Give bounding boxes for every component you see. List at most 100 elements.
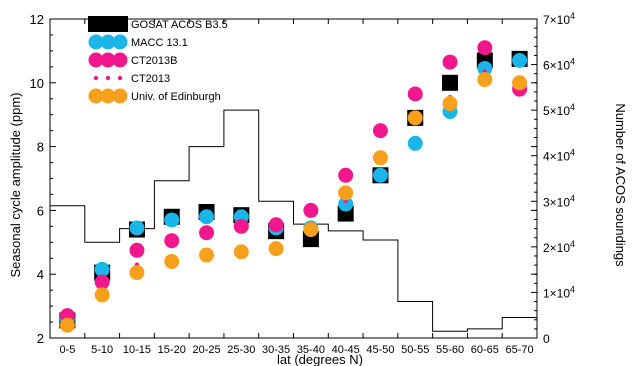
legend-item-ct2013b: CT2013B xyxy=(88,52,177,68)
data-point xyxy=(477,72,493,88)
y2-tick-label: 0 xyxy=(543,332,550,346)
y-tick-label: 8 xyxy=(37,140,44,155)
y2-tick-label: 5×104 xyxy=(543,102,575,118)
data-point xyxy=(164,233,180,249)
data-point xyxy=(199,247,215,263)
legend-item-univ-of-edinburgh: Univ. of Edinburgh xyxy=(88,88,221,104)
series-ct2013b xyxy=(59,40,528,324)
x-tick-label: 10-15 xyxy=(123,344,151,356)
y2-tick-label: 2×104 xyxy=(543,239,575,255)
axes: 2 4 6 8 10 12 0 1×104 2×104 3×104 4×104 5×104 6×104 7… xyxy=(30,11,576,356)
data-point xyxy=(129,265,145,281)
series-univ-of-edinburgh xyxy=(59,72,528,333)
data-point xyxy=(129,242,145,258)
legend-label: GOSAT ACOS B3.5 xyxy=(131,19,228,31)
legend-label: CT2013 xyxy=(131,73,170,85)
legend-label: CT2013B xyxy=(131,55,177,67)
data-point xyxy=(372,123,388,139)
y-tick-label: 6 xyxy=(37,203,44,218)
legend-label: Univ. of Edinburgh xyxy=(131,91,221,103)
data-point xyxy=(512,75,528,91)
x-tick-label: 40-45 xyxy=(332,344,360,356)
legend-marker xyxy=(88,88,104,104)
data-point xyxy=(303,202,319,218)
x-tick-label: 15-20 xyxy=(158,344,186,356)
y-axis-label: Seasonal cycle amplitude (ppm) xyxy=(8,93,23,278)
data-point xyxy=(442,74,459,91)
y-tick-label: 4 xyxy=(37,267,44,282)
data-point xyxy=(233,218,249,234)
legend-marker xyxy=(105,75,111,81)
x-tick-label: 65-70 xyxy=(506,344,534,356)
data-point xyxy=(372,150,388,166)
data-point xyxy=(303,222,319,238)
legend-marker xyxy=(88,52,104,68)
data-point xyxy=(512,52,528,68)
legend-item-macc-13-1: MACC 13.1 xyxy=(88,34,188,50)
legend-item-gosat-acos-b3-5: GOSAT ACOS B3.5 xyxy=(88,16,228,32)
data-point xyxy=(338,167,354,183)
legend-marker xyxy=(112,34,128,50)
data-point xyxy=(338,185,354,201)
data-point xyxy=(407,110,423,126)
data-point xyxy=(94,261,110,277)
legend-item-ct2013: CT2013 xyxy=(93,73,170,85)
y2-axis-label: Number of ACOS soundings xyxy=(613,103,628,267)
data-point xyxy=(199,209,215,225)
x-tick-label: 45-50 xyxy=(366,344,394,356)
data-point xyxy=(407,86,423,102)
data-point xyxy=(477,60,493,76)
data-point xyxy=(94,287,110,303)
y2-tick-label: 1×104 xyxy=(543,284,575,300)
data-point xyxy=(164,212,180,228)
x-tick-label: 50-55 xyxy=(401,344,429,356)
legend-marker xyxy=(88,34,104,50)
x-tick-label: 35-40 xyxy=(297,344,325,356)
y-tick-label: 10 xyxy=(30,76,44,91)
data-point xyxy=(129,220,145,236)
legend: GOSAT ACOS B3.5 MACC 13.1 CT2013B CT2013 Uni… xyxy=(88,16,228,104)
y2-tick-label: 6×104 xyxy=(543,57,575,73)
data-point xyxy=(477,40,493,56)
data-points xyxy=(59,40,528,333)
soundings-histogram xyxy=(50,109,537,332)
series-gosat-acos-b3-5 xyxy=(59,50,528,329)
x-tick-label: 20-25 xyxy=(192,344,220,356)
y-tick-label: 2 xyxy=(37,331,44,346)
x-tick-label: 55-60 xyxy=(436,344,464,356)
legend-marker xyxy=(112,88,128,104)
series-macc-13-1 xyxy=(59,52,528,327)
data-point xyxy=(268,241,284,257)
x-tick-label: 60-65 xyxy=(471,344,499,356)
y2-tick-label: 3×104 xyxy=(543,193,575,209)
data-point xyxy=(442,54,458,70)
x-tick-label: 5-10 xyxy=(91,344,113,356)
legend-marker xyxy=(100,52,116,68)
y2-tick-label: 4×104 xyxy=(543,148,575,164)
legend-marker xyxy=(93,75,99,81)
x-axis-label: lat (degrees N) xyxy=(277,352,363,366)
data-point xyxy=(372,167,388,183)
soundings-step-line xyxy=(50,109,537,332)
legend-marker xyxy=(100,34,116,50)
legend-marker xyxy=(112,16,128,32)
data-point xyxy=(407,135,423,151)
legend-marker xyxy=(100,88,116,104)
legend-label: MACC 13.1 xyxy=(131,37,188,49)
legend-marker xyxy=(117,75,123,81)
data-point xyxy=(442,96,458,112)
x-tick-label: 0-5 xyxy=(59,344,75,356)
data-point xyxy=(199,225,215,241)
legend-marker xyxy=(112,52,128,68)
x-tick-label: 30-35 xyxy=(262,344,290,356)
data-point xyxy=(268,217,284,233)
data-point xyxy=(94,274,110,290)
y-tick-label: 12 xyxy=(30,12,44,27)
y2-tick-label: 7×104 xyxy=(543,11,575,27)
data-point xyxy=(164,253,180,269)
data-point xyxy=(59,317,75,333)
x-tick-label: 25-30 xyxy=(227,344,255,356)
data-point xyxy=(338,196,354,212)
data-point xyxy=(233,244,249,260)
